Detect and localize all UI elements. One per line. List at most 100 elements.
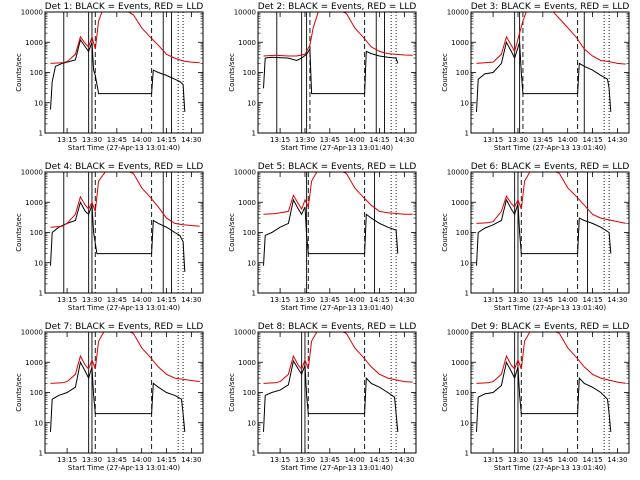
panel-svg: Det 6: BLACK = Events, RED = LLD 1 10 100 10… bbox=[441, 162, 630, 312]
y-tick-label: 1 bbox=[465, 290, 469, 298]
plot-area bbox=[476, 12, 626, 133]
series-line-events bbox=[263, 198, 399, 266]
y-tick-label: 10 bbox=[247, 259, 256, 267]
x-tick-label: 13:45 bbox=[533, 136, 553, 144]
x-tick-label: 13:15 bbox=[483, 296, 503, 304]
detector-panel-8: Det 8: BLACK = Events, RED = LLD 1 10 100 10… bbox=[213, 320, 426, 480]
x-axis-label: Start Time (27-Apr-13 13:01:40) bbox=[281, 464, 393, 472]
x-tick-label: 13:30 bbox=[295, 456, 315, 464]
series-line-lld bbox=[50, 332, 200, 384]
y-tick-label: 100 bbox=[30, 69, 43, 77]
y-tick-label: 1 bbox=[252, 290, 256, 298]
x-tick-label: 13:45 bbox=[533, 456, 553, 464]
y-tick-label: 100 bbox=[243, 69, 256, 77]
panel-svg: Det 2: BLACK = Events, RED = LLD 1 10 100 10… bbox=[228, 2, 417, 152]
x-tick-label: 14:00 bbox=[558, 296, 578, 304]
series-line-events bbox=[50, 200, 186, 272]
x-tick-label: 13:30 bbox=[508, 296, 528, 304]
x-tick-label: 13:45 bbox=[533, 296, 553, 304]
panel-svg: Det 5: BLACK = Events, RED = LLD 1 10 100 10… bbox=[228, 162, 417, 312]
x-tick-label: 14:00 bbox=[132, 296, 152, 304]
panel-title: Det 5: BLACK = Events, RED = LLD bbox=[258, 162, 417, 172]
x-tick-label: 13:45 bbox=[107, 136, 127, 144]
panel-svg: Det 1: BLACK = Events, RED = LLD 1 10 100 10… bbox=[15, 2, 204, 152]
y-tick-label: 1 bbox=[252, 450, 256, 458]
y-tick-label: 1 bbox=[252, 130, 256, 138]
x-tick-label: 14:15 bbox=[369, 456, 389, 464]
x-tick-label: 14:30 bbox=[181, 456, 201, 464]
y-tick-label: 10000 bbox=[234, 9, 256, 17]
x-tick-label: 14:00 bbox=[132, 136, 152, 144]
y-tick-label: 1 bbox=[39, 450, 43, 458]
y-tick-label: 10000 bbox=[21, 169, 43, 177]
x-axis-label: Start Time (27-Apr-13 13:01:40) bbox=[68, 304, 180, 312]
panel-title: Det 2: BLACK = Events, RED = LLD bbox=[258, 2, 417, 12]
y-tick-label: 10 bbox=[460, 99, 469, 107]
series-line-lld bbox=[263, 12, 413, 57]
y-tick-label: 10 bbox=[460, 259, 469, 267]
y-tick-label: 10000 bbox=[21, 329, 43, 337]
x-tick-label: 13:30 bbox=[295, 296, 315, 304]
y-axis-label: Counts/sec bbox=[15, 213, 23, 252]
y-tick-label: 10 bbox=[247, 419, 256, 427]
y-tick-label: 10 bbox=[34, 259, 43, 267]
panel-svg: Det 9: BLACK = Events, RED = LLD 1 10 100 10… bbox=[441, 322, 630, 472]
panel-svg: Det 3: BLACK = Events, RED = LLD 1 10 100 10… bbox=[441, 2, 630, 152]
x-tick-label: 14:15 bbox=[369, 136, 389, 144]
x-tick-label: 14:30 bbox=[607, 296, 627, 304]
x-tick-label: 13:15 bbox=[57, 456, 77, 464]
y-tick-label: 10 bbox=[460, 419, 469, 427]
y-tick-label: 1000 bbox=[25, 199, 43, 207]
y-axis-label: Counts/sec bbox=[441, 53, 449, 92]
x-tick-label: 13:30 bbox=[82, 296, 102, 304]
plot-frame bbox=[257, 331, 417, 454]
plot-frame bbox=[257, 171, 417, 294]
y-tick-label: 10000 bbox=[447, 9, 469, 17]
plot-area bbox=[50, 172, 200, 293]
x-tick-label: 14:00 bbox=[345, 296, 365, 304]
series-line-lld bbox=[476, 12, 626, 65]
y-tick-label: 100 bbox=[30, 229, 43, 237]
plot-frame bbox=[44, 171, 204, 294]
x-axis-label: Start Time (27-Apr-13 13:01:40) bbox=[494, 464, 606, 472]
panel-title: Det 6: BLACK = Events, RED = LLD bbox=[471, 162, 630, 172]
y-tick-label: 10000 bbox=[447, 329, 469, 337]
x-tick-label: 14:15 bbox=[369, 296, 389, 304]
plot-frame bbox=[44, 331, 204, 454]
series-line-events bbox=[263, 47, 399, 95]
x-tick-label: 13:15 bbox=[57, 136, 77, 144]
x-tick-label: 14:30 bbox=[394, 296, 414, 304]
x-tick-label: 14:00 bbox=[132, 456, 152, 464]
plot-area bbox=[263, 172, 413, 293]
x-tick-label: 14:30 bbox=[607, 136, 627, 144]
x-tick-label: 14:30 bbox=[394, 136, 414, 144]
plot-area bbox=[476, 172, 626, 293]
detector-panel-3: Det 3: BLACK = Events, RED = LLD 1 10 100 10… bbox=[426, 0, 639, 160]
y-axis-label: Counts/sec bbox=[441, 213, 449, 252]
plot-frame bbox=[44, 11, 204, 134]
y-tick-label: 100 bbox=[30, 389, 43, 397]
x-tick-label: 14:30 bbox=[181, 296, 201, 304]
y-tick-label: 1000 bbox=[238, 359, 256, 367]
panel-svg: Det 7: BLACK = Events, RED = LLD 1 10 100 10… bbox=[15, 322, 204, 472]
x-tick-label: 13:45 bbox=[320, 456, 340, 464]
detector-panel-4: Det 4: BLACK = Events, RED = LLD 1 10 100 10… bbox=[0, 160, 213, 320]
y-tick-label: 1000 bbox=[238, 39, 256, 47]
x-tick-label: 13:30 bbox=[82, 136, 102, 144]
y-tick-label: 1000 bbox=[451, 199, 469, 207]
plot-frame bbox=[470, 171, 630, 294]
x-axis-label: Start Time (27-Apr-13 13:01:40) bbox=[494, 144, 606, 152]
series-line-lld bbox=[263, 172, 413, 215]
plot-area bbox=[50, 12, 200, 133]
series-line-lld bbox=[263, 332, 413, 384]
y-tick-label: 1000 bbox=[451, 39, 469, 47]
x-tick-label: 13:30 bbox=[508, 136, 528, 144]
plot-area bbox=[263, 12, 413, 133]
series-line-events bbox=[50, 38, 186, 112]
x-axis-label: Start Time (27-Apr-13 13:01:40) bbox=[281, 304, 393, 312]
series-line-events bbox=[263, 359, 399, 432]
y-tick-label: 1000 bbox=[25, 359, 43, 367]
detector-panel-1: Det 1: BLACK = Events, RED = LLD 1 10 100 10… bbox=[0, 0, 213, 160]
x-tick-label: 13:30 bbox=[295, 136, 315, 144]
